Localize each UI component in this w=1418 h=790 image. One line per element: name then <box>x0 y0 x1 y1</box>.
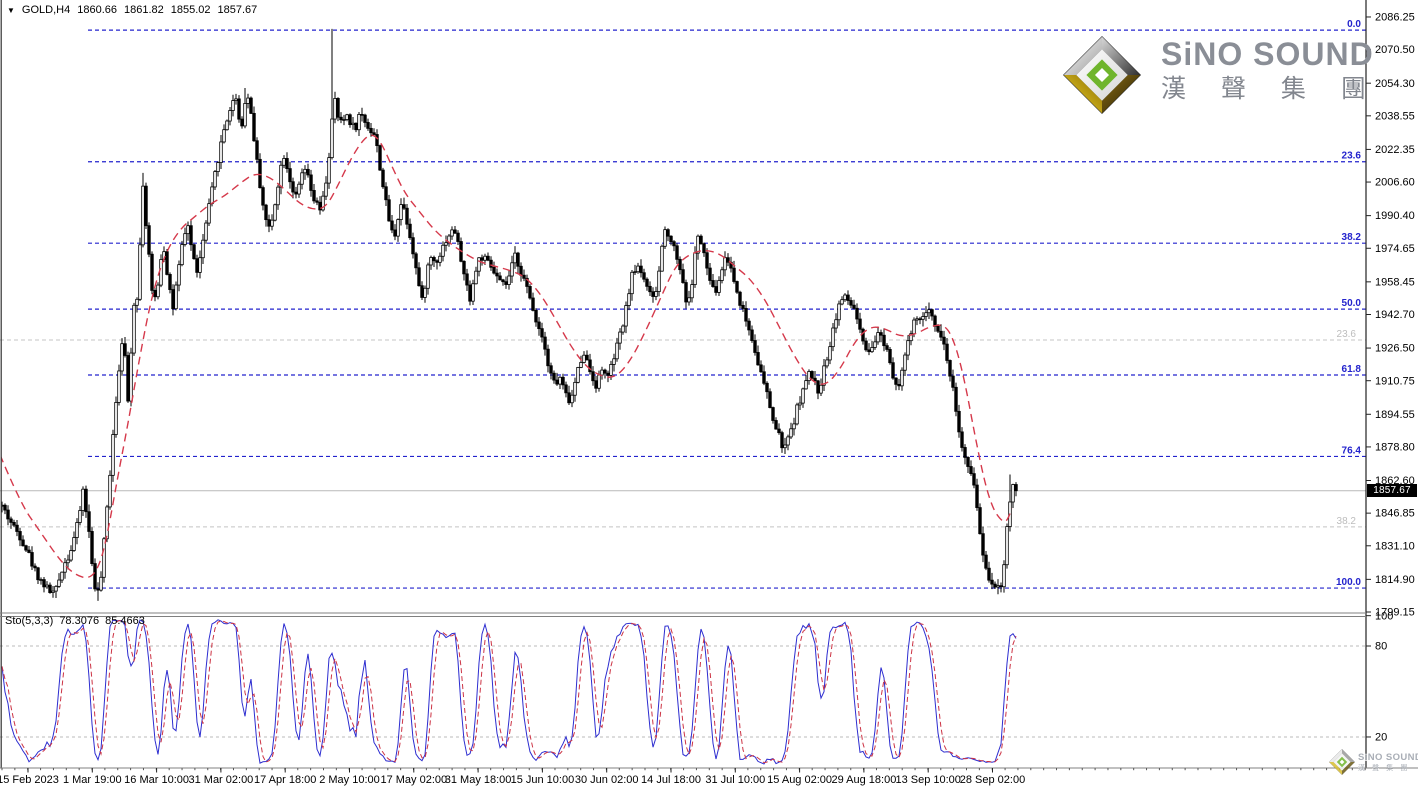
svg-text:1831.10: 1831.10 <box>1375 540 1415 552</box>
svg-text:100.0: 100.0 <box>1336 577 1361 588</box>
svg-text:23.6: 23.6 <box>1337 329 1357 340</box>
ohlc-high-value: 1861.82 <box>123 4 164 16</box>
chart-frame <box>0 0 1418 769</box>
time-axis[interactable]: 15 Feb 2023 1 Mar 19:00 16 Mar 10:00 31 Mar… <box>0 768 1366 786</box>
svg-text:1814.90: 1814.90 <box>1375 574 1415 586</box>
svg-text:38.2: 38.2 <box>1337 516 1357 527</box>
stochastic-label: Sto(5,3,3) <box>5 615 54 627</box>
fibonacci-levels: 23.6 38.2 0.0 23.6 38.2 50.0 61.8 76.4 100.0 <box>0 19 1366 738</box>
ohlc-low-value: 1855.02 <box>170 4 211 16</box>
watermark-subtitle: 漢 聲 集 團 <box>1358 764 1411 772</box>
svg-text:15 Feb 2023: 15 Feb 2023 <box>0 774 59 786</box>
svg-text:80: 80 <box>1375 641 1387 653</box>
svg-text:1894.55: 1894.55 <box>1375 409 1415 421</box>
svg-text:31 Jul 10:00: 31 Jul 10:00 <box>705 774 765 786</box>
svg-text:16 Mar 10:00: 16 Mar 10:00 <box>124 774 189 786</box>
price-axis[interactable]: 2086.25 2070.50 2054.30 2038.55 2022.35 2006.… <box>1366 12 1415 744</box>
svg-text:61.8: 61.8 <box>1342 364 1362 375</box>
svg-text:1942.70: 1942.70 <box>1375 309 1415 321</box>
svg-text:28 Sep 02:00: 28 Sep 02:00 <box>960 774 1025 786</box>
stochastic-d-line <box>1 619 1017 764</box>
watermark-text: SiNO SOUND 漢 聲 集 團 <box>1358 752 1418 773</box>
svg-text:1846.85: 1846.85 <box>1375 508 1415 520</box>
svg-text:100: 100 <box>1375 610 1393 622</box>
svg-text:76.4: 76.4 <box>1342 445 1362 456</box>
svg-text:38.2: 38.2 <box>1342 232 1362 243</box>
svg-text:1974.65: 1974.65 <box>1375 243 1415 255</box>
svg-text:31 Mar 02:00: 31 Mar 02:00 <box>188 774 253 786</box>
stochastic-k-value: 78.3076 <box>59 615 100 627</box>
svg-text:2 May 10:00: 2 May 10:00 <box>319 774 380 786</box>
svg-text:1 Mar 19:00: 1 Mar 19:00 <box>63 774 122 786</box>
sino-sound-logo-text: SiNO SOUND 漢 聲 集 團 <box>1161 36 1380 104</box>
svg-text:1799.15: 1799.15 <box>1375 607 1415 619</box>
current-price-tag: 1857.67 <box>1367 484 1417 497</box>
svg-text:1910.75: 1910.75 <box>1375 375 1415 387</box>
svg-text:30 Jun 02:00: 30 Jun 02:00 <box>575 774 639 786</box>
svg-text:17 May 02:00: 17 May 02:00 <box>380 774 447 786</box>
logo-title: SiNO SOUND <box>1161 36 1374 72</box>
svg-text:0.0: 0.0 <box>1347 19 1361 30</box>
symbol-dropdown-arrow-icon[interactable]: ▼ <box>7 5 15 15</box>
svg-text:2022.35: 2022.35 <box>1375 144 1415 156</box>
svg-text:1878.80: 1878.80 <box>1375 442 1415 454</box>
svg-text:14 Jul 18:00: 14 Jul 18:00 <box>641 774 701 786</box>
svg-text:23.6: 23.6 <box>1342 151 1362 162</box>
watermark-diamond-icon <box>1329 749 1355 775</box>
svg-text:17 Apr 18:00: 17 Apr 18:00 <box>254 774 316 786</box>
sino-sound-diamond-icon <box>1063 36 1141 114</box>
stochastic-d-value: 85.4663 <box>105 615 145 627</box>
symbol-timeframe-label: GOLD,H4 <box>21 4 71 16</box>
svg-text:1926.50: 1926.50 <box>1375 343 1415 355</box>
watermark-title: SiNO SOUND <box>1358 751 1418 763</box>
svg-text:1958.45: 1958.45 <box>1375 276 1415 288</box>
svg-text:2006.60: 2006.60 <box>1375 177 1415 189</box>
candlestick-series <box>1 28 1018 601</box>
stochastic-indicator-header: Sto(5,3,3) 78.3076 85.4663 <box>5 615 145 627</box>
sino-sound-watermark: SiNO SOUND 漢 聲 集 團 <box>1329 749 1418 775</box>
svg-text:29 Aug 18:00: 29 Aug 18:00 <box>831 774 896 786</box>
svg-text:15 Jun 10:00: 15 Jun 10:00 <box>511 774 575 786</box>
svg-text:2038.55: 2038.55 <box>1375 110 1415 122</box>
logo-subtitle: 漢 聲 集 團 <box>1161 75 1380 103</box>
moving-average-line <box>1 134 1013 579</box>
svg-text:2070.50: 2070.50 <box>1375 44 1415 56</box>
sino-sound-logo: SiNO SOUND 漢 聲 集 團 <box>1060 36 1380 114</box>
svg-text:31 May 18:00: 31 May 18:00 <box>445 774 512 786</box>
svg-text:15 Aug 02:00: 15 Aug 02:00 <box>767 774 832 786</box>
svg-text:1990.40: 1990.40 <box>1375 210 1415 222</box>
symbol-ohlc-header: ▼ GOLD,H4 1860.66 1861.82 1855.02 1857.6… <box>7 4 257 16</box>
svg-text:20: 20 <box>1375 732 1387 744</box>
svg-text:13 Sep 10:00: 13 Sep 10:00 <box>895 774 960 786</box>
svg-text:2054.30: 2054.30 <box>1375 78 1415 90</box>
ohlc-open-value: 1860.66 <box>77 4 117 16</box>
svg-text:2086.25: 2086.25 <box>1375 12 1415 24</box>
stochastic-k-line <box>1 619 1017 765</box>
svg-text:50.0: 50.0 <box>1342 298 1362 309</box>
ohlc-close-value: 1857.67 <box>217 4 258 16</box>
